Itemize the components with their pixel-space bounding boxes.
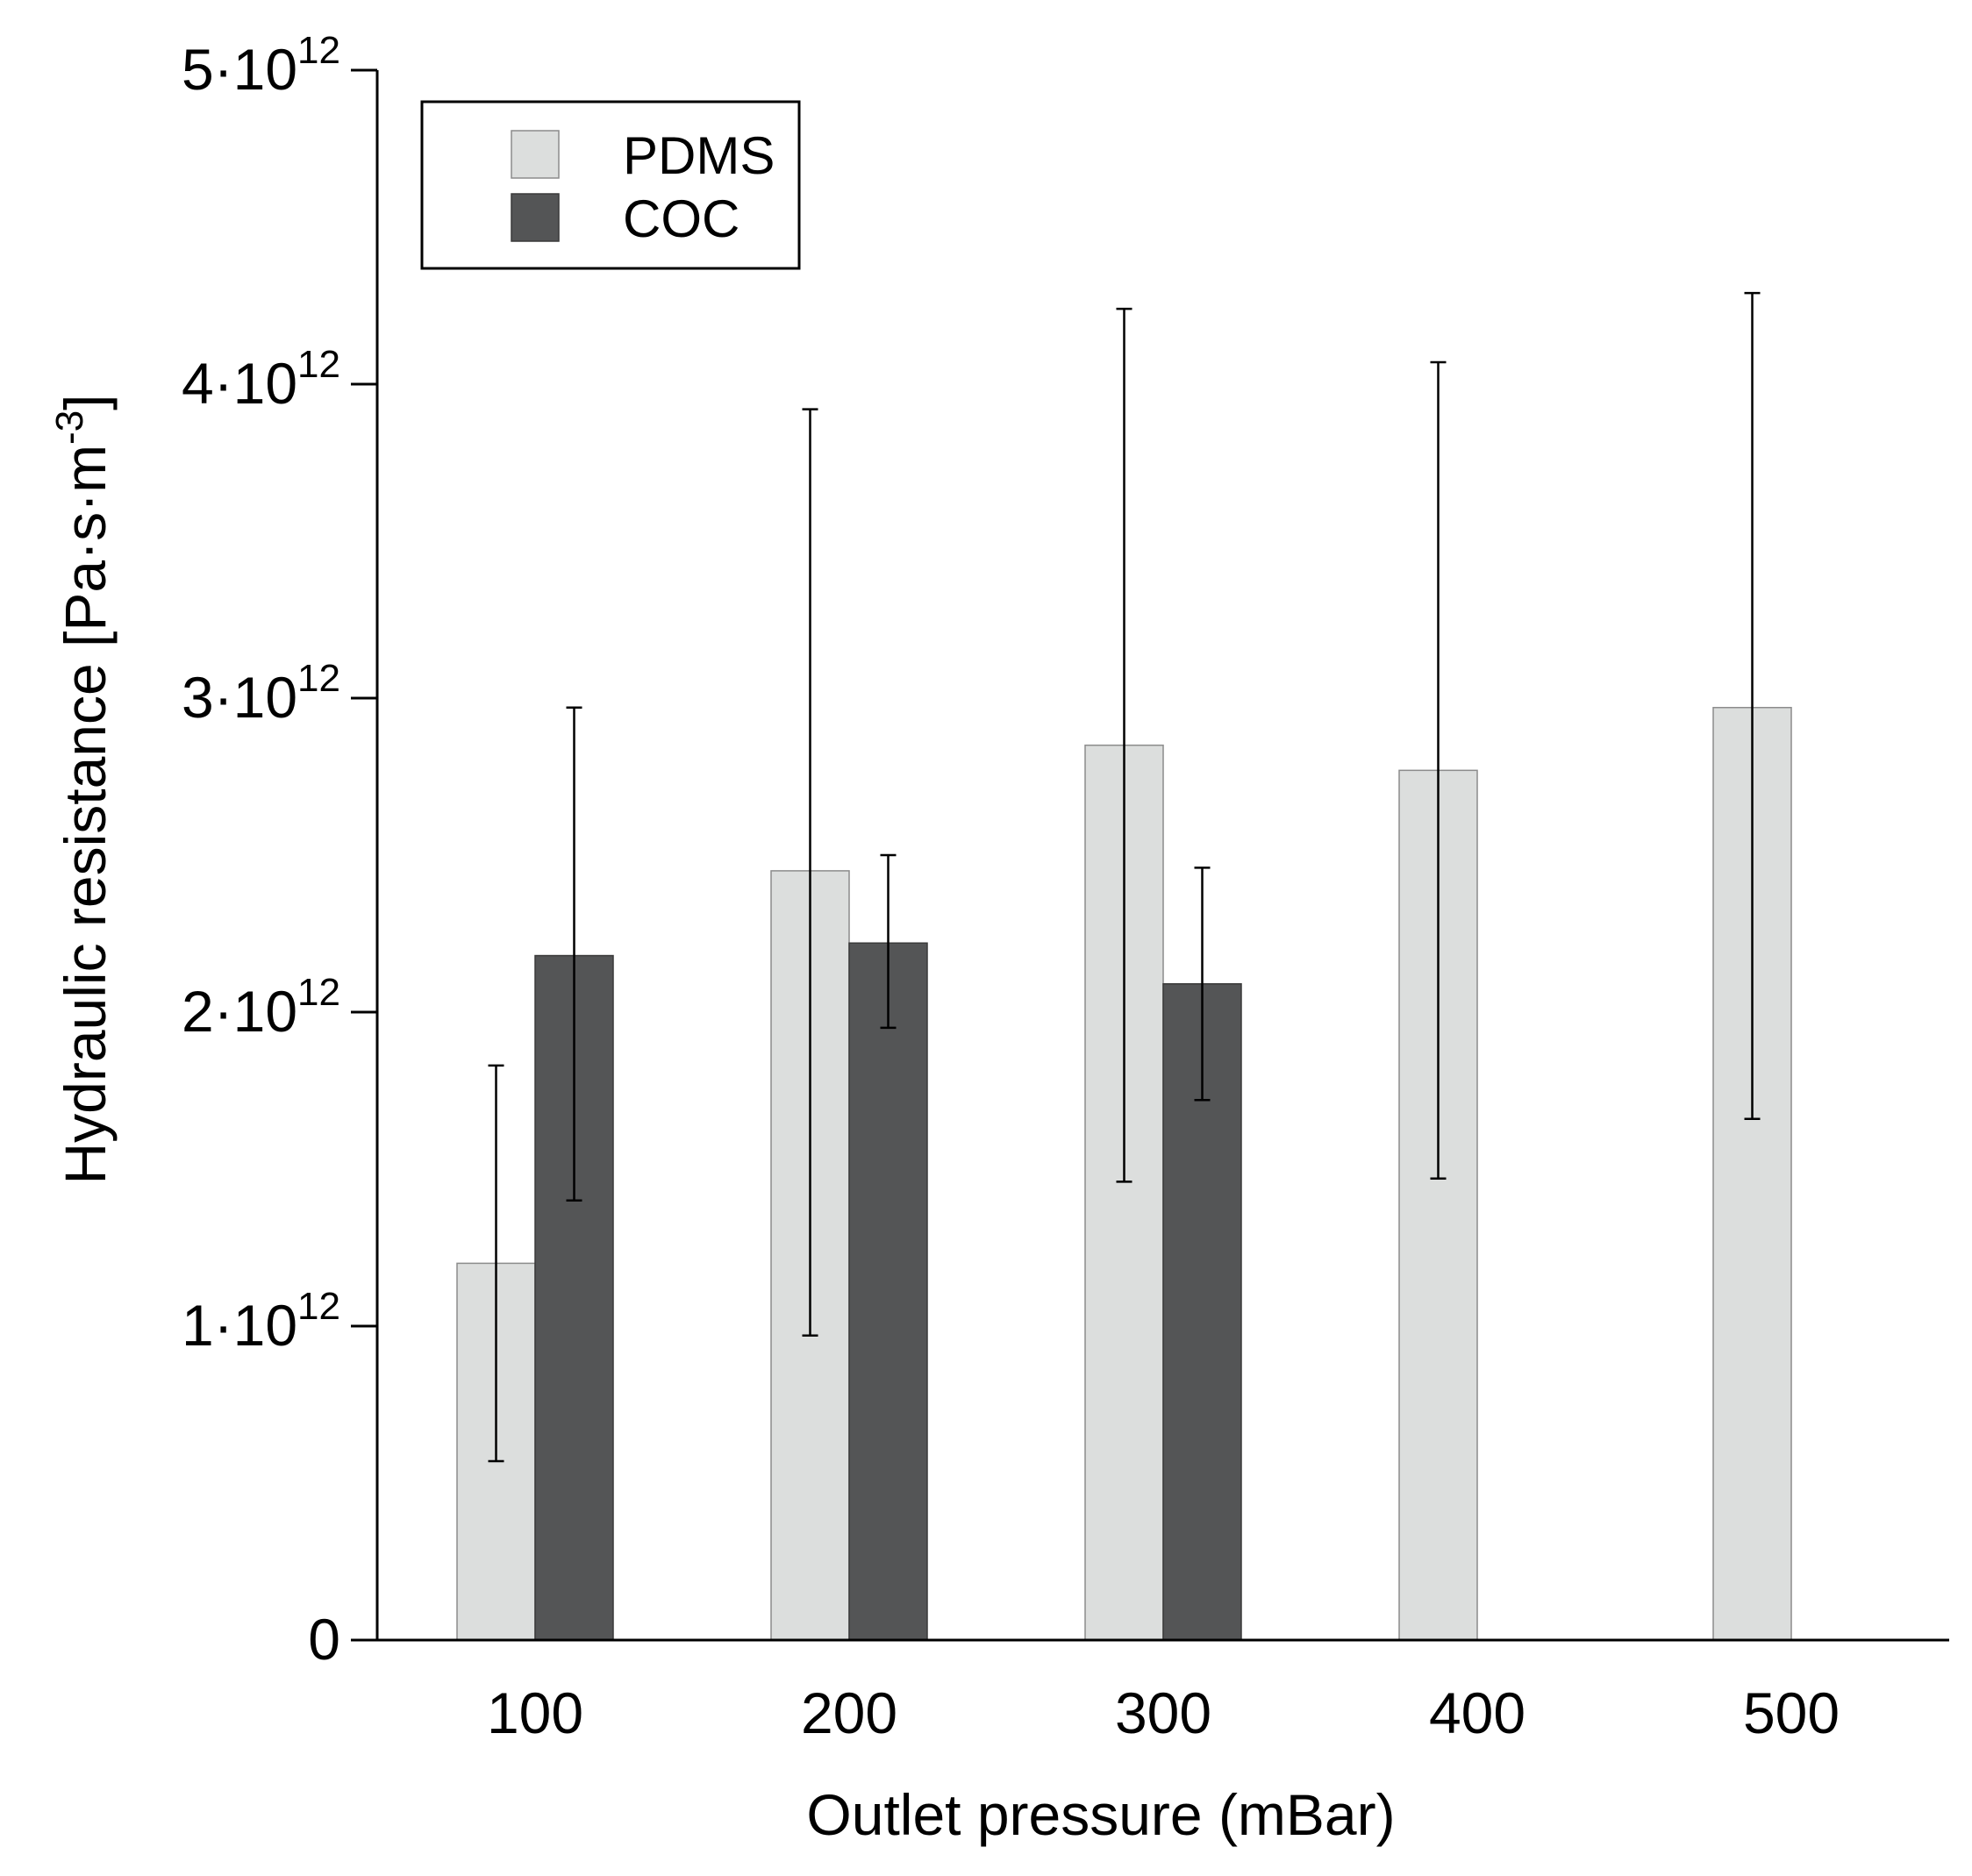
y-tick-label: 0 [308, 1607, 340, 1672]
error-bar-pdms-500 [1744, 291, 1761, 1120]
y-tick-label: 5·1012 [182, 29, 340, 102]
error-bar-coc-200 [880, 853, 897, 1030]
legend-frame [420, 100, 801, 270]
legend-swatch-pdms [511, 130, 560, 179]
y-tick-label: 2·1012 [182, 971, 340, 1044]
x-ticks-group: 100 200 300 400 500 [487, 1680, 1840, 1745]
error-bar-pdms-300 [1116, 307, 1132, 1183]
x-tick-label: 100 [487, 1680, 583, 1745]
legend-label-pdms: PDMS [623, 126, 775, 185]
error-bar-coc-100 [566, 706, 582, 1202]
y-ticks-group: 0 1·1012 2·1012 3·1012 4·1012 5·1012 [182, 29, 377, 1672]
error-bar-pdms-400 [1430, 360, 1447, 1180]
x-axis-title: Outlet pressure (mBar) [806, 1782, 1395, 1847]
legend-swatch-coc [511, 193, 560, 242]
error-bar-coc-300 [1194, 867, 1211, 1102]
x-tick-label: 500 [1743, 1680, 1840, 1745]
x-tick-label: 400 [1429, 1680, 1525, 1745]
bar-coc-200 [848, 942, 928, 1641]
legend-label-coc: COC [623, 189, 740, 248]
error-bars-group [488, 291, 1761, 1463]
y-axis-title-main: Hydraulic resistance [Pa·s·m [53, 445, 118, 1185]
x-tick-label: 300 [1115, 1680, 1211, 1745]
y-tick-label: 1·1012 [182, 1285, 340, 1358]
y-axis-title: Hydraulic resistance [Pa·s·m-3] [48, 394, 118, 1184]
x-tick-label: 200 [801, 1680, 897, 1745]
y-tick-label: 4·1012 [182, 343, 340, 416]
y-axis-title-close: ] [53, 394, 118, 410]
axes-group [375, 70, 1949, 1642]
legend: PDMS COC [420, 100, 801, 270]
error-bar-pdms-200 [802, 408, 818, 1337]
y-axis-title-exponent: -3 [48, 410, 91, 445]
error-bar-pdms-100 [488, 1064, 504, 1463]
y-tick-label: 3·1012 [182, 657, 340, 730]
